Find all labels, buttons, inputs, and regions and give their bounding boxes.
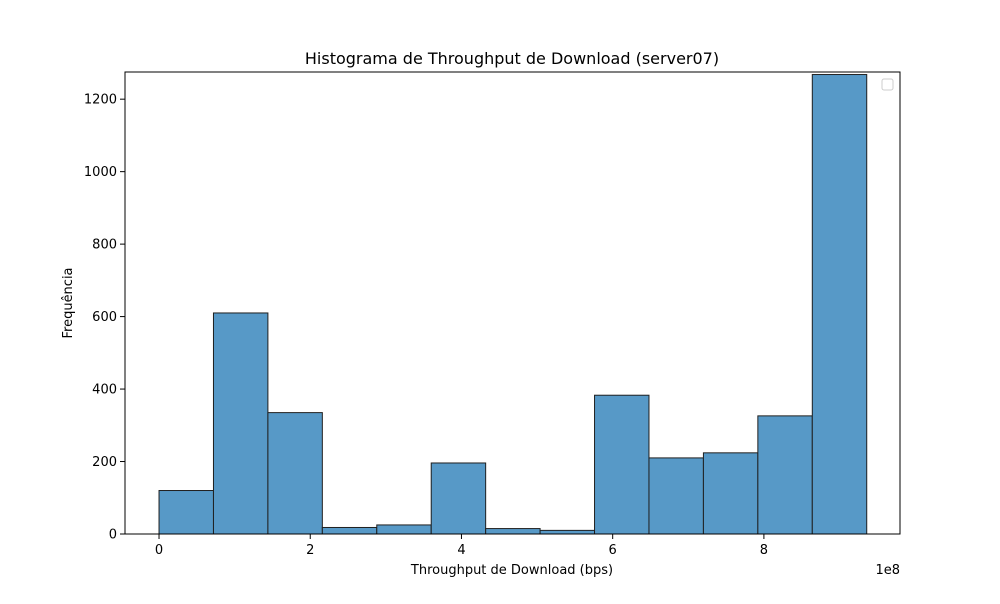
histogram-bar <box>158 490 214 535</box>
histogram-bar <box>321 526 378 535</box>
y-tick-label: 600 <box>92 310 117 325</box>
bars-group <box>158 74 868 535</box>
x-axis-label: Throughput de Download (bps) <box>410 563 613 578</box>
x-tick-label: 0 <box>155 543 163 558</box>
x-axis-ticks: 0 2 4 6 8 <box>155 534 768 558</box>
y-tick-label: 200 <box>92 455 117 470</box>
y-tick-label: 800 <box>92 238 117 253</box>
histogram-bar <box>757 415 813 535</box>
legend-box <box>881 78 894 91</box>
x-tick-label: 2 <box>306 543 314 558</box>
histogram-bar <box>376 524 432 535</box>
histogram-bar <box>430 462 487 535</box>
y-tick-label: 1200 <box>84 93 117 108</box>
histogram-bar <box>702 452 759 535</box>
histogram-bar <box>648 457 704 535</box>
y-axis-label: Frequência <box>61 267 76 338</box>
plot-frame <box>124 71 901 535</box>
x-tick-label: 6 <box>609 543 617 558</box>
histogram-bar <box>594 394 650 535</box>
histogram-bar <box>811 74 868 535</box>
x-tick-label: 4 <box>457 543 465 558</box>
x-axis-offset-label: 1e8 <box>875 563 900 578</box>
histogram-bar <box>267 412 323 535</box>
y-tick-label: 1000 <box>84 165 117 180</box>
y-tick-label: 0 <box>109 528 117 543</box>
chart-title: Histograma de Throughput de Download (se… <box>305 49 719 68</box>
x-tick-label: 8 <box>760 543 768 558</box>
y-tick-label: 400 <box>92 383 117 398</box>
histogram-bar <box>485 528 541 535</box>
histogram-bar <box>539 529 596 535</box>
histogram-bar <box>212 312 269 535</box>
y-axis-ticks: 0 200 400 600 800 1000 1200 <box>84 93 125 543</box>
